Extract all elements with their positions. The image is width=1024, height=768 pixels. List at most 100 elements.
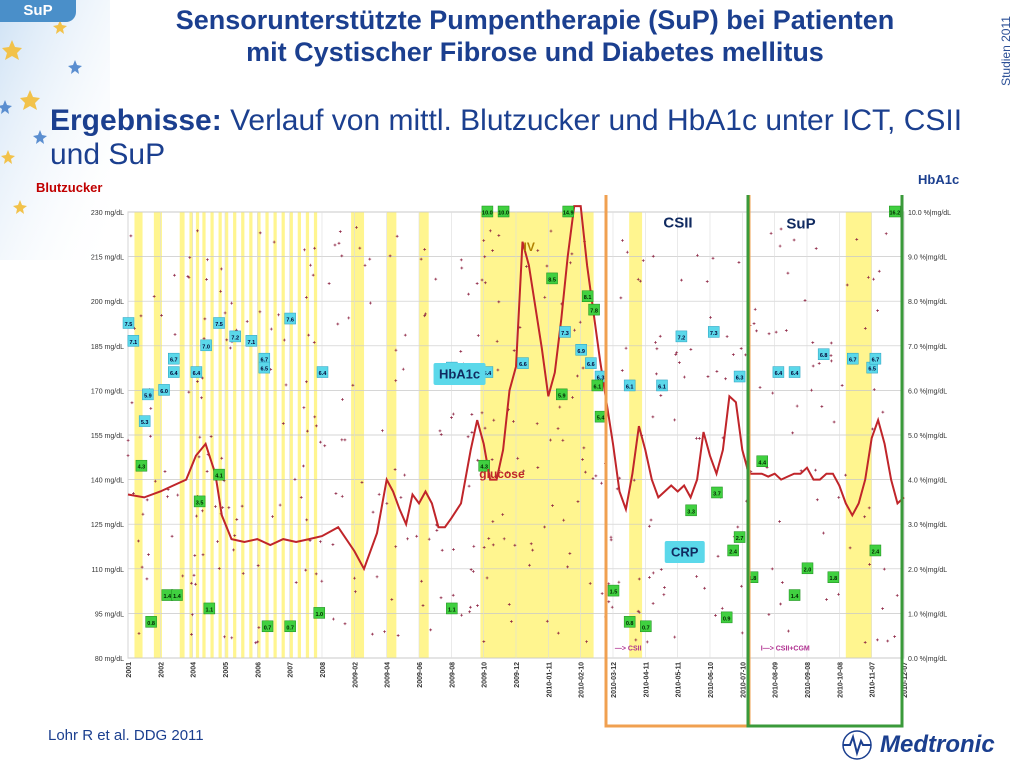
crp-marker-label: 4.4 [758,460,767,466]
glucose-dot [483,281,487,285]
glucose-dot [654,341,657,344]
crp-marker-box [284,620,296,633]
glucose-dot [863,640,867,644]
crp-marker-box [313,607,326,619]
glucose-dot [881,410,885,414]
glucose-dot [703,586,706,590]
glucose-dot [771,391,775,395]
glucose-dot [340,254,344,258]
glucose-dot [460,266,464,270]
glucose-dot [886,639,890,643]
hba1c-marker-label: 6.6 [587,362,595,368]
glucose-dot [740,584,743,588]
crp-marker-box [446,602,458,615]
glucose-dot [529,542,533,546]
crp-marker-label: 5.9 [558,393,566,399]
glucose-dot [468,610,472,614]
glucose-dot [625,250,629,254]
glucose-dot [388,254,392,258]
hba1c-marker-label: 7.2 [678,335,686,341]
glucose-dot [673,418,677,422]
glucose-dot [840,383,844,387]
glucose-dot [607,582,611,586]
glucose-dot [440,548,444,552]
crp-marker-label: 6.1 [594,384,602,390]
x-tick-label: 2009-02 [352,662,359,688]
glucose-dot [153,479,157,483]
glucose-dot [219,267,223,271]
glucose-dot [341,398,344,401]
glucose-dot [705,280,709,283]
glucose-dot [340,494,344,498]
glucose-dot [483,426,487,430]
glucose-dot [866,275,870,279]
glucose-dot [755,329,758,333]
glucose-dot [507,602,511,606]
crp-marker-label: 1.5 [610,590,618,596]
glucose-dot [731,353,735,357]
glucose-dot [434,277,438,281]
glucose-dot [698,436,701,440]
glucose-dot [188,256,192,259]
crp-marker-label: 8.5 [548,277,556,283]
glucose-dot [451,593,455,597]
glucose-dot [711,256,715,260]
hba1c-marker-box [733,370,746,383]
crp-marker-box [607,584,620,597]
hba1c-marker-box [213,317,225,329]
x-tick-label: 2006 [255,662,262,678]
crp-marker-box [623,616,636,628]
glucose-dot [190,632,193,636]
glucose-dot [363,263,367,267]
glucose-annotation: glucose [479,467,525,481]
glucose-dot [230,636,234,640]
glucose-dot [347,316,351,320]
crp-marker-label: 0.8 [626,621,634,627]
glucose-dot [459,258,463,262]
glucose-dot [658,334,662,338]
glucose-dot [709,316,712,319]
glucose-dot [314,424,318,428]
glucose-dot [600,592,604,595]
glucose-dot [881,607,885,610]
x-tick-label: 2010-10-08 [837,662,844,698]
glucose-dot [467,292,470,296]
glucose-dot [545,619,549,623]
glucose-dot [491,249,494,253]
glucose-dot [495,339,499,343]
crp-marker-box [720,611,733,624]
hba1c-marker-box [623,379,636,392]
glucose-dot [583,470,587,474]
glucose-dot [600,481,603,485]
crp-marker-label: 16.2 [889,211,900,217]
glucose-dot [820,405,824,408]
hba1c-marker-label: 6.0 [160,389,168,395]
crp-marker-box [213,468,225,481]
y-right-tick-label: 5.0 %|mg/dL [908,433,947,440]
glucose-dot [581,366,585,370]
crp-marker-label: 10.0 [498,211,509,217]
sup-badge: SuP [0,0,76,22]
sup-phase-box [746,195,904,728]
glucose-dot [549,229,553,233]
to-csii-cgm-annotation: I—> CSII+CGM [761,645,810,652]
crp-marker-box [135,459,148,472]
glucose-dot [220,456,224,460]
glucose-dot [395,234,399,238]
hba1c-marker-label: 6.4 [791,371,800,377]
glucose-dot [867,506,871,510]
subtitle-rest: Verlauf von mittl. Blutzucker und HbA1c … [50,104,963,171]
y-left-tick-label: 185 mg/dL [91,344,124,351]
hba1c-marker-box [316,366,329,378]
glucose-dot [720,606,724,610]
glucose-dot [895,594,899,597]
glucose-dot [470,430,474,434]
crp-marker-label: 2.4 [729,549,738,555]
glucose-dot [343,622,347,626]
glucose-dot [573,328,576,332]
glucose-dot [336,322,340,326]
hba1c-annotation: HbA1c [439,367,480,382]
glucose-dot [724,377,727,381]
hba1c-marker-label: 6.4 [193,371,202,377]
glucose-dot [571,396,574,399]
